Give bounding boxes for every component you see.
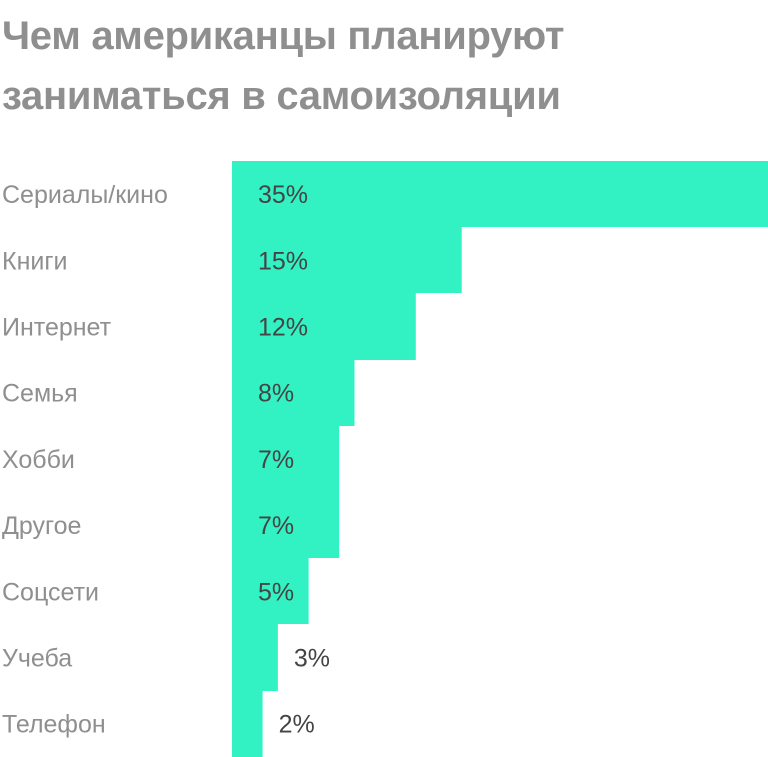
value-label: 3% <box>294 645 330 673</box>
category-label: Книги <box>2 247 67 275</box>
value-label: 7% <box>258 446 294 474</box>
bar-8 <box>232 624 278 691</box>
bar-1 <box>232 161 768 227</box>
chart-title-line-1: Чем американцы планируют <box>2 14 565 58</box>
category-label: Соцсети <box>2 578 99 606</box>
bar-4 <box>232 360 355 426</box>
bar-5 <box>232 426 340 492</box>
category-label: Телефон <box>2 711 106 739</box>
bar-3 <box>232 293 416 360</box>
category-label: Хобби <box>2 446 75 474</box>
value-label: 8% <box>258 380 294 408</box>
value-label: 15% <box>258 247 308 275</box>
value-label: 12% <box>258 314 308 342</box>
value-label: 7% <box>258 512 294 540</box>
bar-6 <box>232 492 340 558</box>
bar-7 <box>232 558 309 624</box>
value-label: 5% <box>258 578 294 606</box>
value-label: 35% <box>258 181 308 209</box>
category-label: Другое <box>2 512 81 540</box>
category-label: Семья <box>2 380 78 408</box>
category-label: Сериалы/кино <box>2 181 168 209</box>
category-label: Учеба <box>2 645 72 673</box>
value-label: 2% <box>279 711 315 739</box>
chart-title-line-2: заниматься в самоизоляции <box>2 74 561 118</box>
category-label: Интернет <box>2 314 112 342</box>
bar-9 <box>232 691 263 757</box>
chart-title: Чем американцы планируют заниматься в са… <box>2 6 762 126</box>
bar-2 <box>232 227 462 293</box>
